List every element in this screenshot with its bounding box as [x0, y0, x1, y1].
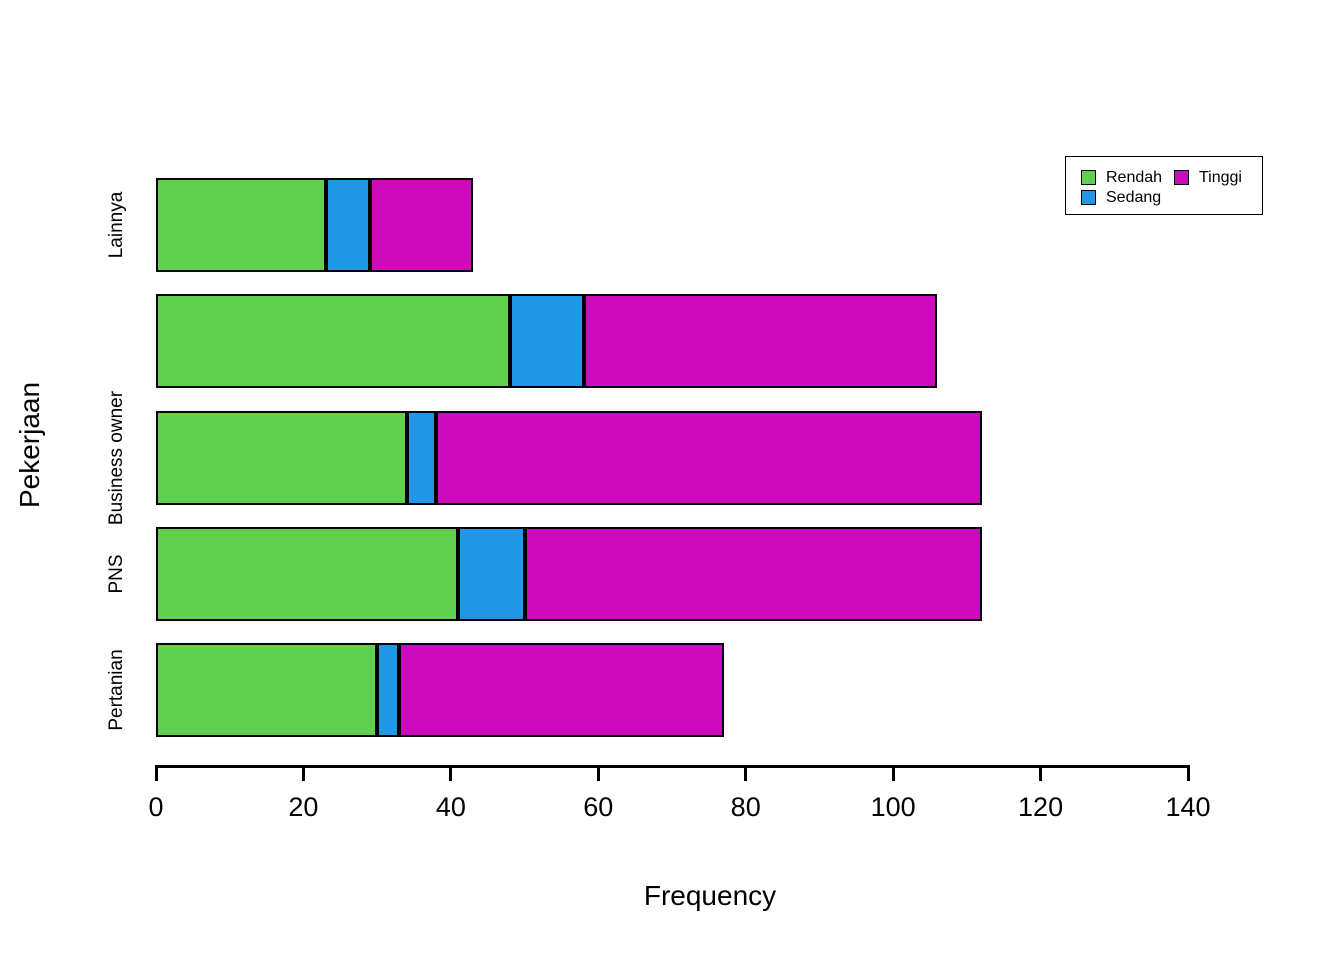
- x-axis-tick: [301, 765, 305, 781]
- x-axis-tick: [1186, 765, 1190, 781]
- x-axis-tick-label: 80: [730, 792, 761, 822]
- bar-segment-tinggi: [369, 178, 473, 272]
- legend-label-tinggi: Tinggi: [1199, 169, 1242, 186]
- bar-segment-sedang: [377, 643, 400, 737]
- x-axis-tick-label: 120: [1018, 792, 1064, 822]
- x-axis-tick: [596, 765, 600, 781]
- x-axis-tick: [744, 765, 748, 781]
- y-category-label: Pertanian: [106, 649, 127, 731]
- legend-swatch-rendah: [1081, 170, 1096, 185]
- y-category-label: Business owner: [106, 390, 127, 525]
- bar-segment-sedang: [458, 526, 525, 621]
- bar-segment-sedang: [325, 178, 370, 272]
- x-axis-title: Frequency: [643, 880, 777, 911]
- x-axis-tick-label: 0: [148, 792, 164, 822]
- y-category-label: Lainnya: [106, 191, 127, 259]
- bar-segment-sedang: [509, 294, 584, 389]
- legend-label-rendah: Rendah: [1106, 169, 1163, 186]
- y-category-label: PNS: [106, 554, 127, 594]
- x-axis-tick-label: 100: [870, 792, 916, 822]
- bar-segment-rendah: [156, 178, 326, 272]
- y-axis-title: Pekerjaan: [14, 381, 45, 509]
- bar-segment-tinggi: [399, 643, 724, 737]
- legend-swatch-sedang: [1081, 190, 1096, 205]
- legend: Rendah Sedang Tinggi: [1065, 156, 1263, 215]
- bar-segment-tinggi: [436, 410, 982, 505]
- x-axis-tick-label: 60: [583, 792, 614, 822]
- bar-segment-rendah: [156, 643, 378, 737]
- x-axis-tick-label: 140: [1165, 792, 1211, 822]
- bar-segment-tinggi: [583, 294, 938, 389]
- x-axis-tick: [1039, 765, 1043, 781]
- bar-segment-rendah: [156, 526, 459, 621]
- x-axis-tick-label: 20: [288, 792, 319, 822]
- x-axis-tick-label: 40: [435, 792, 466, 822]
- bar-segment-tinggi: [524, 526, 982, 621]
- x-axis-tick: [891, 765, 895, 781]
- bar-segment-sedang: [406, 410, 437, 505]
- legend-entry-rendah: Rendah: [1081, 169, 1162, 186]
- bar-segment-rendah: [156, 294, 510, 389]
- x-axis-tick: [449, 765, 453, 781]
- bar-segment-rendah: [156, 410, 407, 505]
- legend-label-sedang: Sedang: [1106, 189, 1162, 206]
- legend-entry-sedang: Sedang: [1081, 189, 1161, 206]
- legend-entry-tinggi: Tinggi: [1174, 169, 1242, 186]
- x-axis-tick: [154, 765, 158, 781]
- x-axis-line: [154, 765, 1190, 768]
- legend-swatch-tinggi: [1174, 170, 1189, 185]
